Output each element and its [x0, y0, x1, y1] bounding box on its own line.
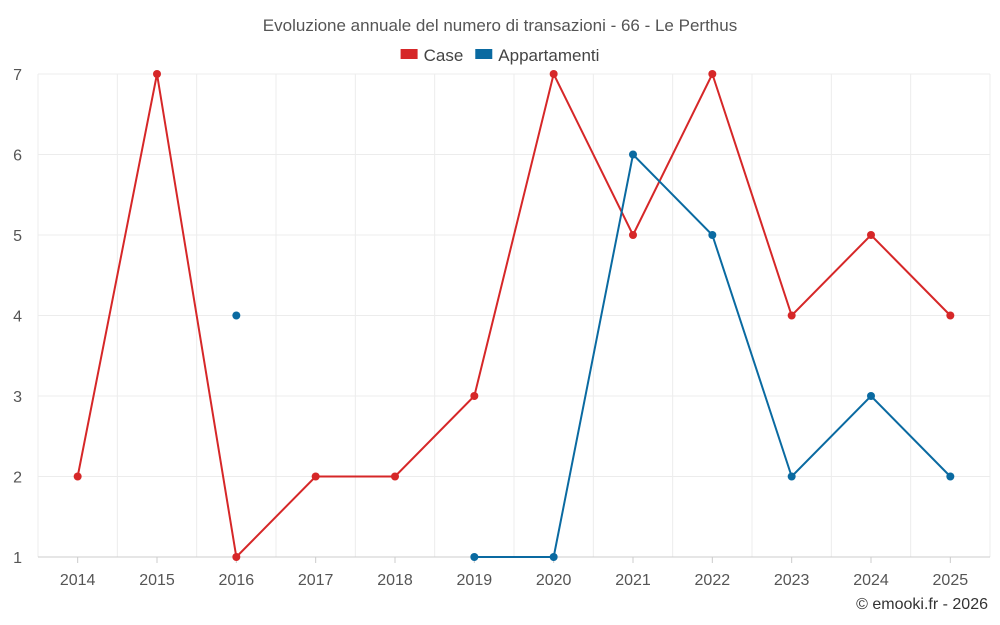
legend: Case Appartamenti — [400, 46, 599, 65]
x-tick-label: 2017 — [298, 572, 334, 589]
legend-label: Appartamenti — [498, 46, 599, 65]
data-point[interactable] — [232, 553, 241, 561]
data-point[interactable] — [867, 231, 875, 239]
data-point[interactable] — [73, 472, 82, 481]
data-point[interactable] — [470, 392, 479, 400]
grid — [37, 73, 991, 557]
x-tick-label: 2014 — [60, 572, 96, 589]
x-tick-label: 2019 — [457, 572, 493, 589]
series — [73, 70, 955, 561]
y-tick-label: 7 — [13, 67, 22, 84]
x-tick-label: 2016 — [219, 572, 255, 589]
data-point[interactable] — [629, 231, 637, 239]
data-point[interactable] — [311, 472, 320, 481]
data-point[interactable] — [549, 553, 558, 561]
legend-item-case[interactable]: Case — [400, 46, 464, 65]
x-tick-label: 2024 — [853, 572, 889, 589]
data-point[interactable] — [787, 311, 796, 320]
x-tick-label: 2021 — [615, 572, 651, 589]
chart-title: Evoluzione annuale del numero di transaz… — [263, 16, 737, 35]
axes: 1 2 3 4 5 6 7 2014 2015 2016 2017 2018 2019 2020 2021 2… — [13, 67, 990, 589]
y-tick-label: 2 — [13, 470, 22, 487]
legend-item-appartamenti[interactable]: Appartamenti — [475, 46, 599, 65]
y-tick-label: 3 — [13, 389, 22, 406]
series-line — [76, 71, 952, 560]
legend-swatch — [400, 49, 418, 59]
series-appartamenti — [232, 150, 955, 561]
x-tick-label: 2015 — [139, 572, 175, 589]
x-tick-label: 2023 — [774, 572, 810, 589]
x-tick-label: 2018 — [377, 572, 413, 589]
series-line — [474, 152, 952, 558]
y-tick-label: 1 — [13, 550, 22, 567]
y-tick-label: 4 — [13, 309, 22, 326]
data-point[interactable] — [232, 311, 241, 320]
data-point[interactable] — [946, 311, 955, 320]
data-point[interactable] — [708, 70, 717, 78]
y-tick-label: 5 — [13, 228, 22, 245]
x-tick-label: 2022 — [695, 572, 731, 589]
data-point[interactable] — [391, 472, 399, 481]
legend-swatch — [475, 49, 493, 59]
x-tick-label: 2020 — [536, 572, 572, 589]
data-point[interactable] — [946, 472, 955, 481]
series-case — [73, 70, 955, 561]
legend-label: Case — [424, 46, 464, 65]
data-point[interactable] — [153, 70, 161, 78]
data-point[interactable] — [867, 392, 875, 400]
credit-label: © emooki.fr - 2026 — [856, 596, 988, 613]
data-point[interactable] — [629, 150, 637, 159]
data-point[interactable] — [470, 553, 479, 561]
data-point[interactable] — [787, 472, 796, 481]
y-tick-label: 6 — [13, 148, 22, 165]
data-point[interactable] — [549, 70, 558, 78]
data-point[interactable] — [708, 231, 717, 239]
x-tick-label: 2025 — [933, 572, 969, 589]
